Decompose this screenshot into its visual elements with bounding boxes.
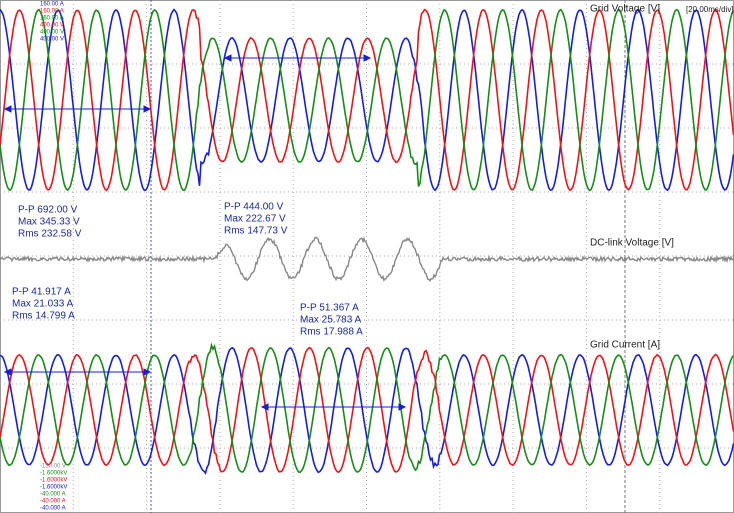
- label: Grid Current [A]: [590, 340, 660, 351]
- measurement: Max 222.67 V: [224, 214, 286, 225]
- arrow-head: [3, 368, 12, 376]
- measurement: P-P 41.917 A: [12, 287, 71, 298]
- label: DC-link Voltage [V]: [590, 238, 674, 249]
- scale-label: 160.00 A: [40, 9, 64, 15]
- scale-label: 160.00 A: [40, 16, 64, 22]
- waveform: [0, 346, 734, 473]
- measurement: Max 21.033 A: [12, 299, 73, 310]
- arrows: [3, 54, 407, 411]
- scale-label: -150.00 V: [40, 464, 66, 470]
- scale-label: -1.6000kV: [40, 471, 67, 477]
- arrow-head: [260, 403, 269, 411]
- scale-label: 400.00 V: [40, 37, 64, 43]
- arrow-head: [143, 368, 152, 376]
- scale-label: 160.00 A: [40, 2, 64, 8]
- measurement: Rms 147.73 V: [224, 226, 288, 237]
- waveform: [0, 8, 734, 192]
- label: [20.00ms/div]: [686, 5, 734, 14]
- waveform: [0, 347, 734, 475]
- scale-label: 400.00 V: [40, 30, 64, 36]
- scale-label: -40.000 A: [40, 506, 66, 512]
- arrow-head: [143, 105, 152, 113]
- arrow-head: [223, 54, 232, 62]
- arrow-head: [398, 403, 407, 411]
- waveform: [0, 8, 734, 192]
- label: Grid Voltage [V]: [590, 4, 660, 15]
- measurement: P-P 444.00 V: [224, 202, 284, 213]
- scale-label: -40.000 A: [40, 492, 66, 498]
- waveform: [0, 342, 734, 474]
- measurement: Rms 232.58 V: [18, 229, 82, 240]
- arrow-head: [3, 105, 12, 113]
- measurement: P-P 51.367 A: [300, 303, 359, 314]
- scale-label: 400.00 V: [40, 23, 64, 29]
- arrow-head: [363, 54, 372, 62]
- scale-label: -1.6000kV: [40, 485, 67, 491]
- waveform: [0, 236, 734, 283]
- measurement: Max 345.33 V: [18, 217, 80, 228]
- waveforms: [0, 8, 734, 475]
- measurement: Rms 14.799 A: [12, 311, 75, 322]
- waveform: [0, 8, 734, 192]
- measurement: Rms 17.988 A: [300, 327, 363, 338]
- measurement: P-P 692.00 V: [18, 205, 78, 216]
- scale-label: -1.6000kV: [40, 478, 67, 484]
- scale-label: -40.000 A: [40, 499, 66, 505]
- measurement: Max 25.783 A: [300, 315, 361, 326]
